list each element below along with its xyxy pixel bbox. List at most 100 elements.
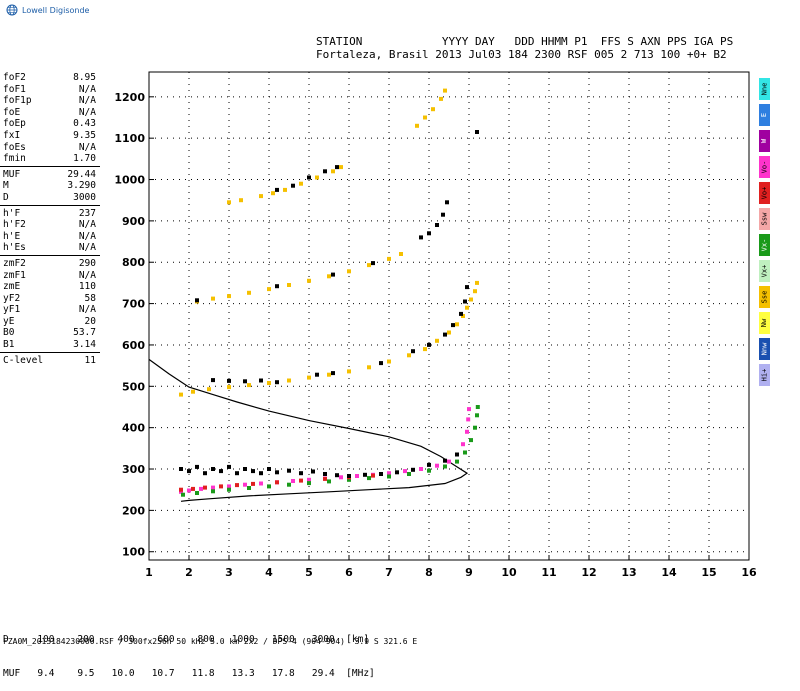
param-value: 29.44 bbox=[67, 168, 96, 180]
electron-density-profile bbox=[148, 358, 469, 502]
legend-item: Nnw bbox=[759, 338, 770, 360]
param-label: foF1p bbox=[3, 95, 32, 107]
echo-point bbox=[267, 484, 271, 489]
x-tick-label: 7 bbox=[385, 566, 393, 579]
legend-label: Vx- bbox=[760, 238, 769, 252]
echo-point bbox=[461, 442, 465, 447]
param-row: yE 20 bbox=[0, 316, 100, 328]
echo-point bbox=[287, 482, 291, 487]
echo-point bbox=[441, 212, 445, 217]
y-tick-label: 900 bbox=[122, 215, 145, 228]
echo-point bbox=[259, 481, 263, 486]
param-label: B0 bbox=[3, 327, 15, 339]
logo: Lowell Digisonde bbox=[6, 4, 89, 16]
param-value: 3000 bbox=[73, 191, 96, 203]
axis-ticks: 1 2 3 4 5 6 7 8 9 10 11 12 13 14 15 1610020030040050060… bbox=[114, 91, 757, 579]
echo-point bbox=[291, 479, 295, 483]
echo-point bbox=[407, 472, 411, 476]
param-label: zmE bbox=[3, 281, 21, 293]
echo-point bbox=[287, 468, 291, 473]
legend-item: W bbox=[759, 130, 770, 152]
echo-point bbox=[403, 469, 407, 474]
param-value: 9.35 bbox=[73, 129, 96, 141]
echo-point bbox=[445, 200, 449, 205]
echo-point bbox=[331, 272, 335, 277]
echo-point bbox=[455, 452, 459, 457]
echo-point bbox=[435, 463, 439, 468]
x-tick-label: 15 bbox=[701, 566, 716, 579]
echo-point bbox=[455, 322, 459, 327]
echo-point bbox=[259, 471, 263, 476]
echo-point bbox=[435, 223, 439, 227]
y-tick-label: 1200 bbox=[114, 91, 145, 104]
echo-point bbox=[443, 88, 447, 93]
param-row: D 3000 bbox=[0, 192, 100, 204]
echo-point bbox=[267, 467, 271, 471]
echo-point bbox=[283, 187, 287, 192]
echo-point bbox=[307, 278, 311, 283]
header-labels: STATION YYYY DAY DDD HHMM P1 FFS S AXN P… bbox=[316, 35, 734, 48]
legend-item: Hi+ bbox=[759, 364, 770, 386]
echo-point bbox=[243, 379, 247, 384]
echo-point bbox=[469, 297, 473, 302]
echo-point bbox=[379, 472, 383, 476]
y-tick-label: 100 bbox=[122, 546, 145, 559]
echo-point bbox=[327, 372, 331, 377]
param-row: foE N/A bbox=[0, 107, 100, 119]
echo-point bbox=[465, 285, 469, 290]
echo-point bbox=[475, 413, 479, 418]
echo-point bbox=[455, 459, 459, 464]
echo-point bbox=[275, 187, 279, 192]
param-value: N/A bbox=[78, 141, 96, 153]
echo-point bbox=[299, 471, 303, 476]
echo-point bbox=[211, 296, 215, 301]
echo-point bbox=[335, 165, 339, 170]
x-tick-label: 12 bbox=[581, 566, 596, 579]
echo-point bbox=[367, 365, 371, 370]
echo-point bbox=[243, 482, 247, 487]
echo-point bbox=[203, 485, 207, 490]
echo-point bbox=[251, 481, 255, 486]
echo-point bbox=[415, 123, 419, 128]
param-value: 20 bbox=[84, 315, 96, 327]
x-tick-label: 6 bbox=[345, 566, 353, 579]
echo-point bbox=[239, 198, 243, 203]
param-label: h'F bbox=[3, 207, 21, 219]
echo-point bbox=[475, 130, 479, 134]
echo-point bbox=[335, 473, 339, 478]
param-row: fmin 1.70 bbox=[0, 153, 100, 165]
echo-point bbox=[315, 175, 319, 180]
echo-point bbox=[211, 467, 215, 471]
echo-point bbox=[419, 467, 423, 471]
param-row: foF1 N/A bbox=[0, 84, 100, 96]
echo-point bbox=[387, 471, 391, 476]
echo-point bbox=[427, 342, 431, 347]
y-tick-label: 700 bbox=[122, 298, 145, 311]
echo-point bbox=[187, 488, 191, 493]
echo-point bbox=[267, 381, 271, 385]
echo-point bbox=[387, 256, 391, 261]
plot-frame bbox=[148, 71, 750, 561]
param-value: 3.290 bbox=[67, 180, 96, 192]
ionospheric-parameters-panel: foF2 8.95 foF1 N/A foF1p N/A foE N/A foEp 0.43 fxI… bbox=[0, 72, 100, 366]
echo-point bbox=[347, 477, 351, 482]
param-label: D bbox=[3, 191, 9, 203]
echo-point bbox=[339, 165, 343, 170]
echo-point bbox=[423, 115, 427, 120]
echo-point bbox=[227, 484, 231, 489]
echo-point bbox=[411, 349, 415, 354]
param-label: h'E bbox=[3, 230, 21, 242]
legend-item: Vo+ bbox=[759, 182, 770, 204]
param-label: C-level bbox=[3, 354, 44, 366]
param-value: 290 bbox=[78, 257, 96, 269]
legend-label: Hi+ bbox=[760, 368, 769, 382]
x-tick-label: 2 bbox=[185, 566, 193, 579]
echo-point bbox=[447, 459, 451, 464]
echo-point bbox=[466, 417, 471, 422]
x-tick-label: 10 bbox=[501, 566, 517, 579]
echo-point bbox=[275, 284, 279, 289]
param-row: zmF1 N/A bbox=[0, 270, 100, 282]
echo-point bbox=[267, 287, 271, 292]
echo-point bbox=[363, 472, 367, 477]
param-label: foE bbox=[3, 106, 21, 118]
